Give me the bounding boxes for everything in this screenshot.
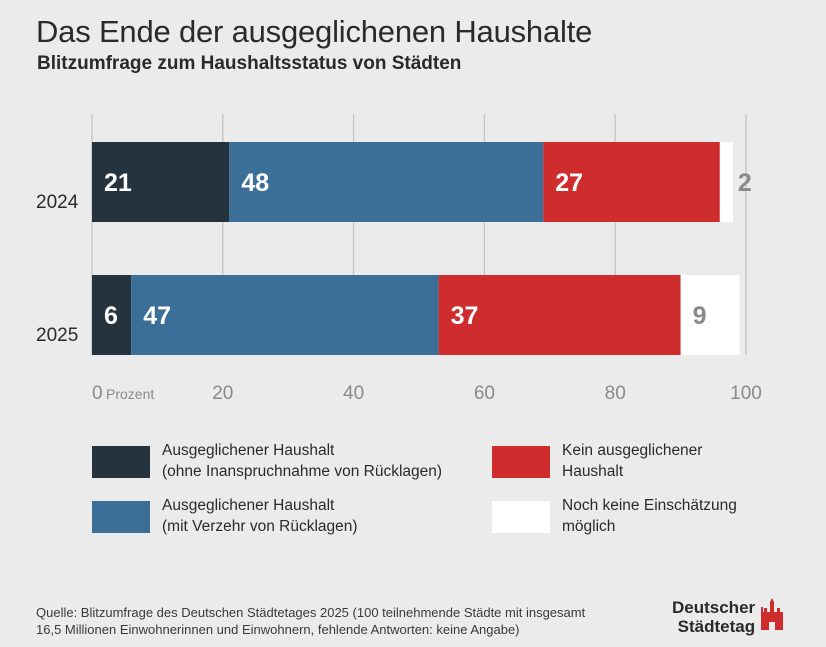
bar-2025-series-3 [680,275,740,355]
value-label-2024-series-3: 2 [738,169,752,197]
x-tick-label-60: 60 [474,383,495,404]
legend-label-line2: Haushalt [562,463,624,480]
legend-item-keine-einschaetzung: Noch keine Einschätzung möglich [492,495,737,537]
value-label-2025-series-0: 6 [104,302,118,330]
legend-label: Kein ausgeglichener Haushalt [562,440,702,482]
bar-2025-series-0 [92,275,132,355]
stacked-bar-chart: 21 48 27 2 2024 6 47 37 9 2025 0 20 40 60 80 100 Prozent [36,114,762,404]
x-axis-label: Prozent [106,386,154,402]
legend-label: Ausgeglichener Haushalt (ohne Inanspruch… [162,440,442,482]
legend-item-kein-ausgeglichen: Kein ausgeglichener Haushalt [492,440,702,482]
x-tick-label-100: 100 [730,383,762,404]
x-tick-label-0: 0 [92,383,103,404]
brand-line-1: Deutscher [672,598,756,617]
legend-swatch [92,501,150,533]
category-label-2025: 2025 [36,325,78,346]
x-tick-label-40: 40 [343,383,364,404]
castle-icon [761,598,784,630]
brand-line-2: Städtetag [677,617,756,636]
brand-wordmark: Deutscher Städtetag [672,598,755,636]
legend-label-line1: Ausgeglichener Haushalt [162,497,335,514]
bar-2025-series-1 [131,275,439,355]
value-label-2024-series-0: 21 [104,169,132,197]
value-label-2025-series-1: 47 [143,302,171,330]
bar-2025-series-2 [438,275,681,355]
legend-swatch [92,446,150,478]
legend-item-ohne-ruecklagen: Ausgeglichener Haushalt (ohne Inanspruch… [92,440,442,482]
source-note: Quelle: Blitzumfrage des Deutschen Städt… [36,604,656,638]
value-label-2024-series-2: 27 [555,169,583,197]
legend-label-line2: (ohne Inanspruchnahme von Rücklagen) [162,463,443,480]
bar-2024-series-1 [229,142,544,222]
source-line-2: 16,5 Millionen Einwohnerinnen und Einwoh… [36,622,520,637]
x-tick-label-20: 20 [212,383,233,404]
bar-2024-series-3 [719,142,733,222]
legend-label-line2: möglich [562,518,616,535]
value-label-2025-series-3: 9 [693,302,707,330]
legend-label-line1: Kein ausgeglichener [562,442,703,459]
legend-swatch [492,501,550,533]
legend-item-mit-ruecklagen: Ausgeglichener Haushalt (mit Verzehr von… [92,495,358,537]
brand-logo: Deutscher Städtetag [672,598,785,636]
legend-swatch [492,446,550,478]
bar-2024-series-0 [92,142,230,222]
bar-2024-series-2 [543,142,720,222]
value-label-2024-series-1: 48 [241,169,269,197]
legend-label-line1: Ausgeglichener Haushalt [162,442,335,459]
legend-label: Ausgeglichener Haushalt (mit Verzehr von… [162,495,358,537]
legend-label-line2: (mit Verzehr von Rücklagen) [162,518,358,535]
chart-title: Das Ende der ausgeglichenen Haushalte [36,14,593,49]
value-label-2025-series-2: 37 [451,302,479,330]
legend-label-line1: Noch keine Einschätzung [562,497,737,514]
legend-label: Noch keine Einschätzung möglich [562,495,737,537]
category-label-2024: 2024 [36,192,79,213]
x-tick-label-80: 80 [605,383,626,404]
source-line-1: Quelle: Blitzumfrage des Deutschen Städt… [36,605,586,620]
chart-subtitle: Blitzumfrage zum Haushaltsstatus von Stä… [37,53,462,74]
